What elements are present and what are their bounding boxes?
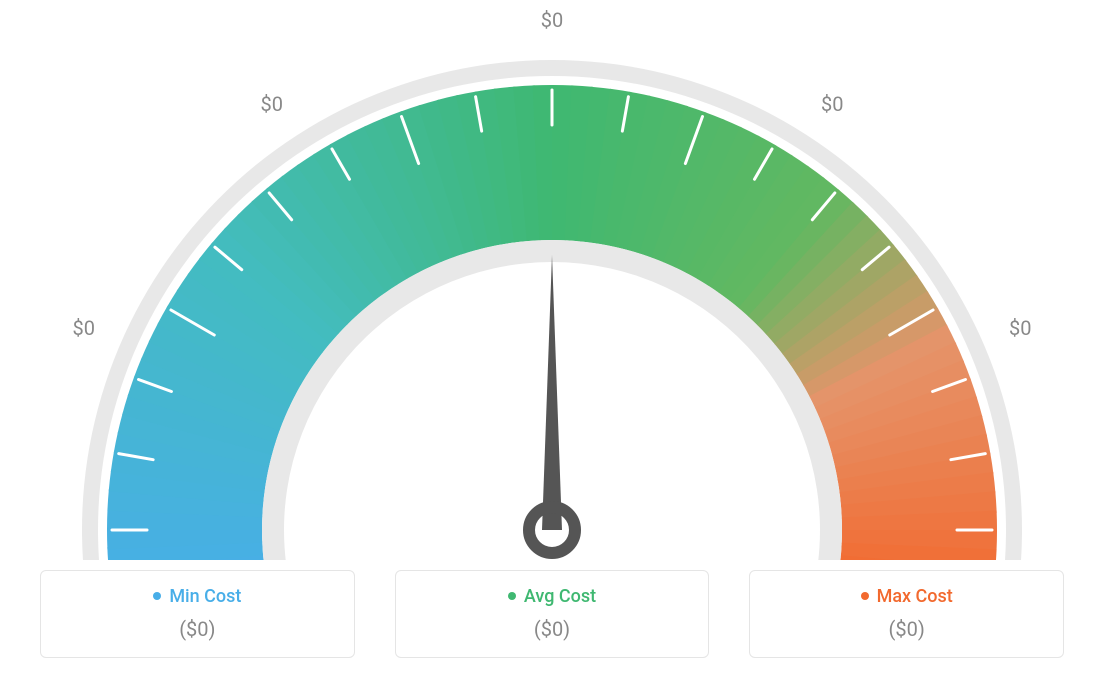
gauge-svg: $0$0$0$0$0$0$0 <box>0 0 1104 560</box>
legend-dot-min <box>153 592 161 600</box>
legend-value-avg: ($0) <box>416 617 689 641</box>
gauge-scale-label: $0 <box>821 92 843 116</box>
legend-value-min: ($0) <box>61 617 334 641</box>
gauge-scale-label: $0 <box>260 92 282 116</box>
legend-text-min: Min Cost <box>169 586 241 607</box>
legend-text-avg: Avg Cost <box>524 586 596 607</box>
legend-row: Min Cost ($0) Avg Cost ($0) Max Cost ($0… <box>0 570 1104 658</box>
gauge-chart: $0$0$0$0$0$0$0 <box>0 0 1104 560</box>
legend-text-max: Max Cost <box>877 586 953 607</box>
legend-label-avg: Avg Cost <box>508 586 596 607</box>
legend-item-avg: Avg Cost ($0) <box>395 570 710 658</box>
legend-item-min: Min Cost ($0) <box>40 570 355 658</box>
gauge-scale-label: $0 <box>72 316 94 340</box>
legend-item-max: Max Cost ($0) <box>749 570 1064 658</box>
legend-dot-avg <box>508 592 516 600</box>
gauge-needle <box>542 255 562 530</box>
gauge-scale-label: $0 <box>541 8 563 32</box>
legend-label-max: Max Cost <box>861 586 953 607</box>
legend-label-min: Min Cost <box>153 586 241 607</box>
legend-dot-max <box>861 592 869 600</box>
legend-value-max: ($0) <box>770 617 1043 641</box>
gauge-scale-label: $0 <box>1009 316 1031 340</box>
